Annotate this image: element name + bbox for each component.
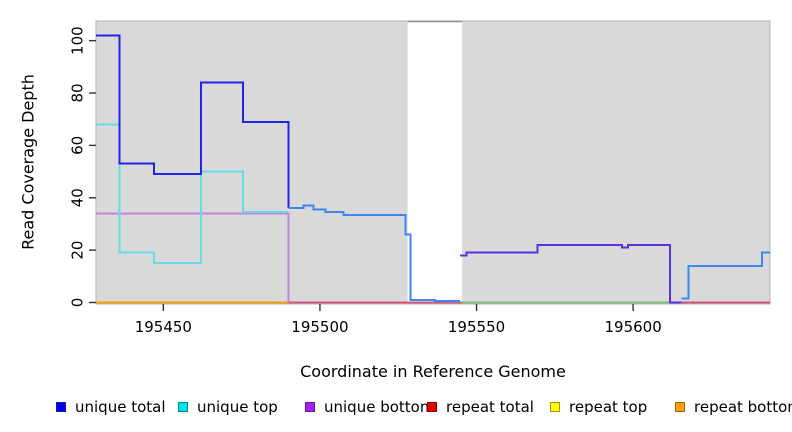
legend-swatch-repeat-total xyxy=(427,402,437,412)
legend-label: repeat total xyxy=(446,398,534,416)
legend: unique total unique top unique bottom repea… xyxy=(0,398,792,422)
y-tick-label: 100 xyxy=(69,26,87,55)
series-unique-total-left xyxy=(96,34,290,209)
x-axis-title: Coordinate in Reference Genome xyxy=(300,362,566,381)
legend-item-repeat-top: repeat top xyxy=(550,398,647,416)
x-tick-label: 195450 xyxy=(135,318,192,336)
masked-region xyxy=(407,22,463,304)
legend-label: unique bottom xyxy=(324,398,435,416)
legend-item-unique-total: unique total xyxy=(56,398,166,416)
legend-swatch-unique-total xyxy=(56,402,66,412)
y-axis-title: Read Coverage Depth xyxy=(18,74,38,250)
y-tick-label: 40 xyxy=(69,188,87,207)
legend-swatch-repeat-top xyxy=(550,402,560,412)
legend-item-repeat-total: repeat total xyxy=(427,398,534,416)
legend-label: unique total xyxy=(75,398,166,416)
series-coverage-mid xyxy=(288,204,461,303)
legend-label: repeat top xyxy=(569,398,648,416)
y-tick-label: 80 xyxy=(69,83,87,102)
legend-item-unique-bottom: unique bottom xyxy=(305,398,434,416)
legend-swatch-unique-top xyxy=(178,402,188,412)
legend-swatch-repeat-bottom xyxy=(675,402,685,412)
series-unique-top xyxy=(96,123,289,265)
series-unique-bottom xyxy=(96,212,290,303)
legend-item-repeat-bottom: repeat bottom xyxy=(675,398,792,416)
x-tick-label: 195500 xyxy=(291,318,348,336)
legend-label: unique top xyxy=(197,398,278,416)
legend-item-unique-top: unique top xyxy=(178,398,278,416)
x-tick-label: 195550 xyxy=(448,318,505,336)
series-coverage-right-slate xyxy=(460,243,682,304)
y-tick-label: 60 xyxy=(69,136,87,155)
series-coverage-far-right xyxy=(681,251,770,300)
legend-label: repeat bottom xyxy=(694,398,792,416)
y-tick-label: 0 xyxy=(69,298,87,308)
y-tick-label: 20 xyxy=(69,241,87,260)
x-tick-label: 195600 xyxy=(605,318,662,336)
legend-swatch-unique-bottom xyxy=(305,402,315,412)
